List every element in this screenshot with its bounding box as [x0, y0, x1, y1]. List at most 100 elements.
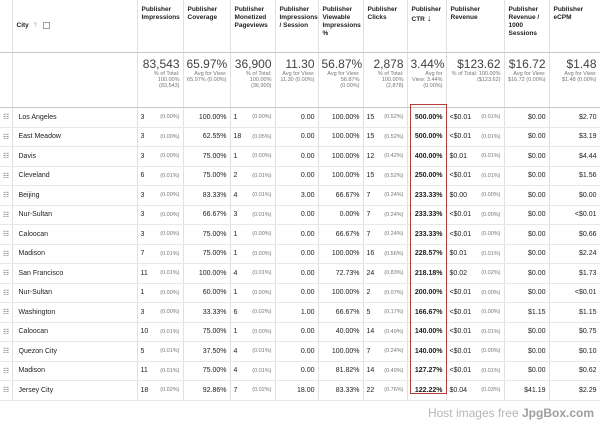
- cell-impressions: 3 (0.00%): [137, 205, 184, 225]
- cell-ecpm: $3.19: [549, 127, 600, 147]
- cell-impressions: 3 (0.00%): [137, 127, 184, 147]
- cell-revenue: <$0.01 (0.01%): [446, 127, 505, 147]
- row-chart-icon[interactable]: ☷: [0, 224, 13, 245]
- city-link[interactable]: Nur-Sultan: [12, 205, 138, 225]
- city-link[interactable]: Davis: [12, 146, 138, 167]
- cell-revenue: <$0.01 (0.00%): [446, 341, 505, 362]
- row-chart-icon[interactable]: ☷: [0, 380, 13, 401]
- row-chart-icon[interactable]: ☷: [0, 361, 13, 381]
- cell-viewable: 81.82%: [318, 361, 364, 381]
- city-link[interactable]: East Meadow: [12, 127, 138, 147]
- table-row[interactable]: ☷ Los Angeles 3 (0.00%) 100.00% 1 (0.00%) 0.00 1…: [0, 107, 600, 128]
- cell-ecpm: $2.24: [549, 244, 600, 264]
- table-row[interactable]: ☷ Caloocan 10 (0.01%) 75.00% 1 (0.00%) 0.00 40.0…: [0, 322, 600, 342]
- row-chart-icon[interactable]: ☷: [0, 283, 13, 303]
- cell-ctr: 400.00%: [407, 146, 447, 167]
- cell-revenue-1000: $0.00: [504, 166, 550, 186]
- city-link[interactable]: Nur-Sultan: [12, 283, 138, 303]
- cell-coverage: 66.67%: [183, 205, 231, 225]
- cell-pageviews: 1 (0.00%): [230, 146, 276, 167]
- cell-revenue-1000: $0.00: [504, 361, 550, 381]
- cell-revenue: $0.04 (0.03%): [446, 380, 505, 401]
- cell-coverage: 75.00%: [183, 244, 231, 264]
- city-link[interactable]: San Francisco: [12, 263, 138, 284]
- cell-ecpm: <$0.01: [549, 205, 600, 225]
- city-link[interactable]: Washington: [12, 302, 138, 323]
- cell-ecpm: $0.00: [549, 185, 600, 206]
- column-header-pageviews[interactable]: Publisher Monetized Pageviews: [230, 0, 276, 53]
- cell-clicks: 14 (0.49%): [363, 322, 408, 342]
- column-header-city[interactable]: City ?: [12, 0, 138, 53]
- row-chart-icon[interactable]: ☷: [0, 302, 13, 323]
- city-link[interactable]: Cleveland: [12, 166, 138, 186]
- city-link[interactable]: Jersey City: [12, 380, 138, 401]
- table-row[interactable]: ☷ Madison 11 (0.01%) 75.00% 4 (0.01%) 0.00 81.82…: [0, 361, 600, 381]
- table-row[interactable]: ☷ Davis 3 (0.00%) 75.00% 1 (0.00%) 0.00 100.00% 1…: [0, 146, 600, 167]
- row-chart-icon[interactable]: ☷: [0, 146, 13, 167]
- cell-impressions-session: 0.00: [275, 205, 319, 225]
- cell-pageviews: 4 (0.01%): [230, 263, 276, 284]
- cell-pageviews: 4 (0.01%): [230, 185, 276, 206]
- cell-clicks: 7 (0.24%): [363, 205, 408, 225]
- help-icon[interactable]: ?: [33, 23, 37, 30]
- table-row[interactable]: ☷ Washington 3 (0.00%) 33.33% 6 (0.02%) 1.00 66.…: [0, 302, 600, 323]
- cell-impressions: 1 (0.00%): [137, 283, 184, 303]
- table-row[interactable]: ☷ Beijing 3 (0.00%) 83.33% 4 (0.01%) 3.00 66.67%…: [0, 185, 600, 206]
- table-row[interactable]: ☷ Madison 7 (0.01%) 75.00% 1 (0.00%) 0.00 100.00…: [0, 244, 600, 264]
- city-link[interactable]: Los Angeles: [12, 107, 138, 128]
- total-ctr: 3.44% Avg for View: 3.44% (0.00%): [407, 52, 447, 108]
- column-header-coverage[interactable]: Publisher Coverage: [183, 0, 231, 53]
- column-header-revenue[interactable]: Publisher Revenue: [446, 0, 505, 53]
- column-header-impressions-session[interactable]: Publisher Impressions / Session: [275, 0, 319, 53]
- city-link[interactable]: Quezon City: [12, 341, 138, 362]
- total-coverage: 65.97% Avg for View: 65.97% (0.00%): [183, 52, 231, 108]
- column-header-viewable[interactable]: Publisher Viewable Impressions %: [318, 0, 364, 53]
- city-link[interactable]: Beijing: [12, 185, 138, 206]
- city-link[interactable]: Caloocan: [12, 224, 138, 245]
- table-row[interactable]: ☷ San Francisco 11 (0.01%) 100.00% 4 (0.01%) 0.…: [0, 263, 600, 284]
- table-row[interactable]: ☷ Nur-Sultan 3 (0.00%) 66.67% 3 (0.01%) 0.00 0.0…: [0, 205, 600, 225]
- cell-coverage: 100.00%: [183, 107, 231, 128]
- sort-desc-icon[interactable]: ↓: [426, 13, 432, 23]
- cell-impressions: 5 (0.01%): [137, 341, 184, 362]
- city-link[interactable]: Caloocan: [12, 322, 138, 342]
- cell-impressions-session: 3.00: [275, 185, 319, 206]
- row-chart-icon[interactable]: ☷: [0, 166, 13, 186]
- table-row[interactable]: ☷ Caloocan 3 (0.00%) 75.00% 1 (0.00%) 0.00 66.67…: [0, 224, 600, 245]
- cell-ctr: 140.00%: [407, 341, 447, 362]
- table-row[interactable]: ☷ Cleveland 6 (0.01%) 75.00% 2 (0.01%) 0.00 100.…: [0, 166, 600, 186]
- totals-row: 83,543% of Total: 100.00% (83,543) 65.97…: [0, 52, 600, 108]
- row-chart-icon[interactable]: ☷: [0, 205, 13, 225]
- row-chart-icon[interactable]: ☷: [0, 322, 13, 342]
- row-chart-icon[interactable]: ☷: [0, 127, 13, 147]
- row-chart-icon[interactable]: ☷: [0, 244, 13, 264]
- table-row[interactable]: ☷ East Meadow 3 (0.00%) 62.55% 18 (0.05%) 0.00 1…: [0, 127, 600, 147]
- column-header-impressions[interactable]: Publisher Impressions: [137, 0, 184, 53]
- row-chart-icon[interactable]: ☷: [0, 107, 13, 128]
- city-link[interactable]: Madison: [12, 244, 138, 264]
- column-header-ecpm[interactable]: Publisher eCPM: [549, 0, 600, 53]
- cell-coverage: 75.00%: [183, 361, 231, 381]
- row-chart-icon[interactable]: ☷: [0, 263, 13, 284]
- cell-impressions-session: 0.00: [275, 361, 319, 381]
- column-header-ctr[interactable]: Publisher CTR ↓: [407, 0, 447, 53]
- cell-clicks: 15 (0.52%): [363, 107, 408, 128]
- city-link[interactable]: Madison: [12, 361, 138, 381]
- cell-pageviews: 4 (0.01%): [230, 341, 276, 362]
- watermark: Host images free JpgBox.com: [427, 406, 594, 420]
- table-row[interactable]: ☷ Jersey City 18 (0.02%) 92.86% 7 (0.02%) 18.00…: [0, 380, 600, 401]
- column-header-revenue-1000[interactable]: Publisher Revenue / 1000 Sessions: [504, 0, 550, 53]
- column-toggle-icon[interactable]: [42, 21, 50, 29]
- cell-pageviews: 1 (0.00%): [230, 107, 276, 128]
- cell-pageviews: 6 (0.02%): [230, 302, 276, 323]
- column-header-clicks[interactable]: Publisher Clicks: [363, 0, 408, 53]
- cell-revenue: <$0.01 (0.01%): [446, 107, 505, 128]
- table-row[interactable]: ☷ Nur-Sultan 1 (0.00%) 60.00% 1 (0.00%) 0.00 100…: [0, 283, 600, 303]
- cell-revenue-1000: $0.00: [504, 185, 550, 206]
- row-chart-icon[interactable]: ☷: [0, 185, 13, 206]
- table-row[interactable]: ☷ Quezon City 5 (0.01%) 37.50% 4 (0.01%) 0.00 10…: [0, 341, 600, 362]
- cell-revenue: $0.00 (0.00%): [446, 185, 505, 206]
- row-chart-icon[interactable]: ☷: [0, 341, 13, 362]
- cell-revenue-1000: $0.00: [504, 263, 550, 284]
- cell-impressions-session: 0.00: [275, 224, 319, 245]
